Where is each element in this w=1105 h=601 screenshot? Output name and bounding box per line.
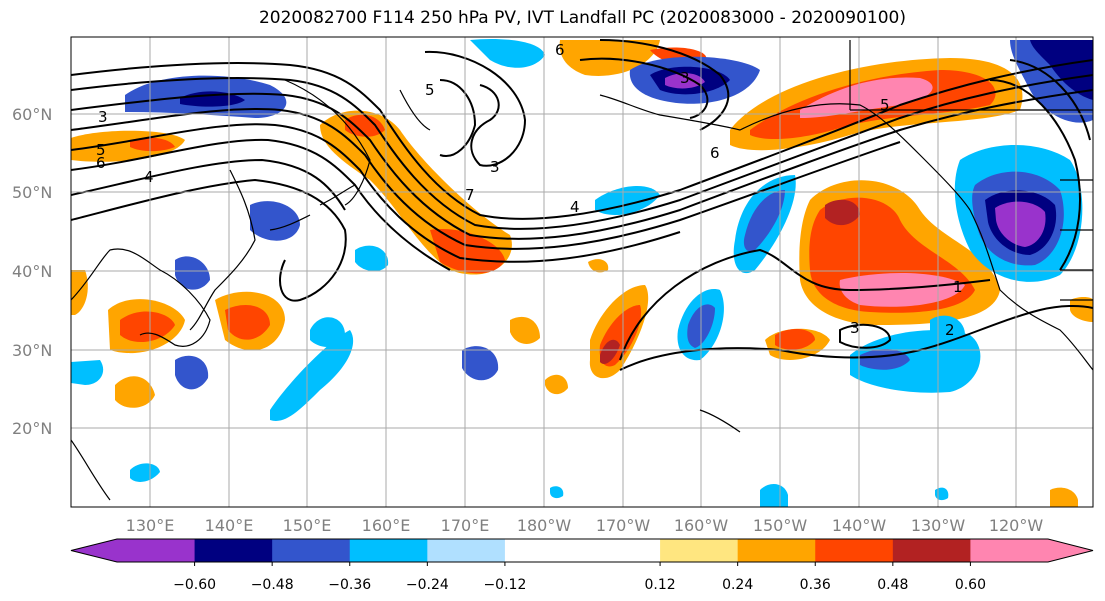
contour-label: 7 (465, 186, 475, 204)
lon-label: 150°E (283, 516, 332, 535)
lat-label: 30°N (12, 341, 52, 360)
contour-labels: 3 5 6 4 3 7 5 4 6 3 5 6 1 2 3 (96, 41, 963, 339)
contour-label: 6 (710, 144, 720, 162)
contour-label: 4 (144, 168, 154, 186)
contour-label: 1 (953, 278, 963, 296)
colorbar-swatch (349, 539, 428, 562)
colorbar-tick-label: −0.24 (406, 577, 449, 593)
colorbar-tick-label: 0.12 (644, 577, 675, 593)
colorbar-tick-label: −0.12 (483, 577, 526, 593)
lon-label: 160°W (674, 516, 729, 535)
lon-label: 180°W (517, 516, 572, 535)
colorbar-outline (70, 538, 1094, 563)
contour-label: 6 (555, 41, 565, 59)
contour-label: 6 (96, 154, 106, 172)
contour-label: 4 (570, 198, 580, 216)
colorbar-tick-label: 0.48 (877, 577, 908, 593)
gridlines (71, 37, 1093, 507)
colorbar-swatch (737, 539, 816, 562)
colorbar-swatch (892, 539, 971, 562)
colorbar-swatch (427, 539, 506, 562)
contour-label: 3 (850, 319, 860, 337)
lat-label: 60°N (12, 105, 52, 124)
latitude-labels: 60°N 50°N 40°N 30°N 20°N (12, 105, 52, 438)
lon-label: 130°E (126, 516, 175, 535)
contour-label: 2 (945, 321, 955, 339)
lon-label: 140°E (205, 516, 254, 535)
lat-label: 40°N (12, 262, 52, 281)
map-title: 2020082700 F114 250 hPa PV, IVT Landfall… (258, 8, 906, 28)
lon-label: 160°E (362, 516, 411, 535)
lon-label: 120°W (989, 516, 1044, 535)
coastlines (71, 40, 1093, 501)
lon-label: 140°W (832, 516, 887, 535)
ivt-contours (71, 39, 1093, 371)
colorbar-swatch (272, 539, 351, 562)
lon-label: 130°W (911, 516, 966, 535)
colorbar-tick-label: 0.36 (800, 577, 831, 593)
colorbar-tick-label: −0.48 (251, 577, 294, 593)
colorbar-tick-label: 0.24 (722, 577, 753, 593)
lat-label: 50°N (12, 183, 52, 202)
colorbar-extend-left (71, 539, 117, 562)
colorbar-labels: −0.60 −0.48 −0.36 −0.24 −0.12 0.12 0.24 0.36 0.4… (173, 562, 986, 593)
colorbar-swatch (815, 539, 894, 562)
colorbar-swatch (117, 539, 196, 562)
map-frame (70, 36, 1094, 508)
colorbar-swatch (582, 539, 661, 562)
colorbar-tick-label: −0.60 (173, 577, 216, 593)
contour-label: 5 (880, 96, 890, 114)
colorbar-swatch (660, 539, 739, 562)
contour-label: 3 (680, 69, 690, 87)
contour-label: 3 (98, 108, 108, 126)
lon-label: 170°W (596, 516, 651, 535)
colorbar-tick-label: 0.60 (955, 577, 986, 593)
colorbar (70, 538, 1094, 563)
colorbar-swatch (504, 539, 583, 562)
colorbar-swatch (970, 539, 1049, 562)
lat-label: 20°N (12, 419, 52, 438)
colorbar-extend-right (1048, 539, 1093, 562)
contour-label: 3 (490, 158, 500, 176)
contour-label: 5 (96, 141, 106, 159)
colorbar-swatch (194, 539, 273, 562)
longitude-labels: 130°E 140°E 150°E 160°E 170°E 180°W 170°… (126, 516, 1044, 535)
lon-label: 170°E (441, 516, 490, 535)
contour-label: 5 (425, 81, 435, 99)
lon-label: 150°W (753, 516, 808, 535)
colorbar-tick-label: −0.36 (328, 577, 371, 593)
map-content: 3 5 6 4 3 7 5 4 6 3 5 6 1 2 3 (71, 37, 1093, 507)
